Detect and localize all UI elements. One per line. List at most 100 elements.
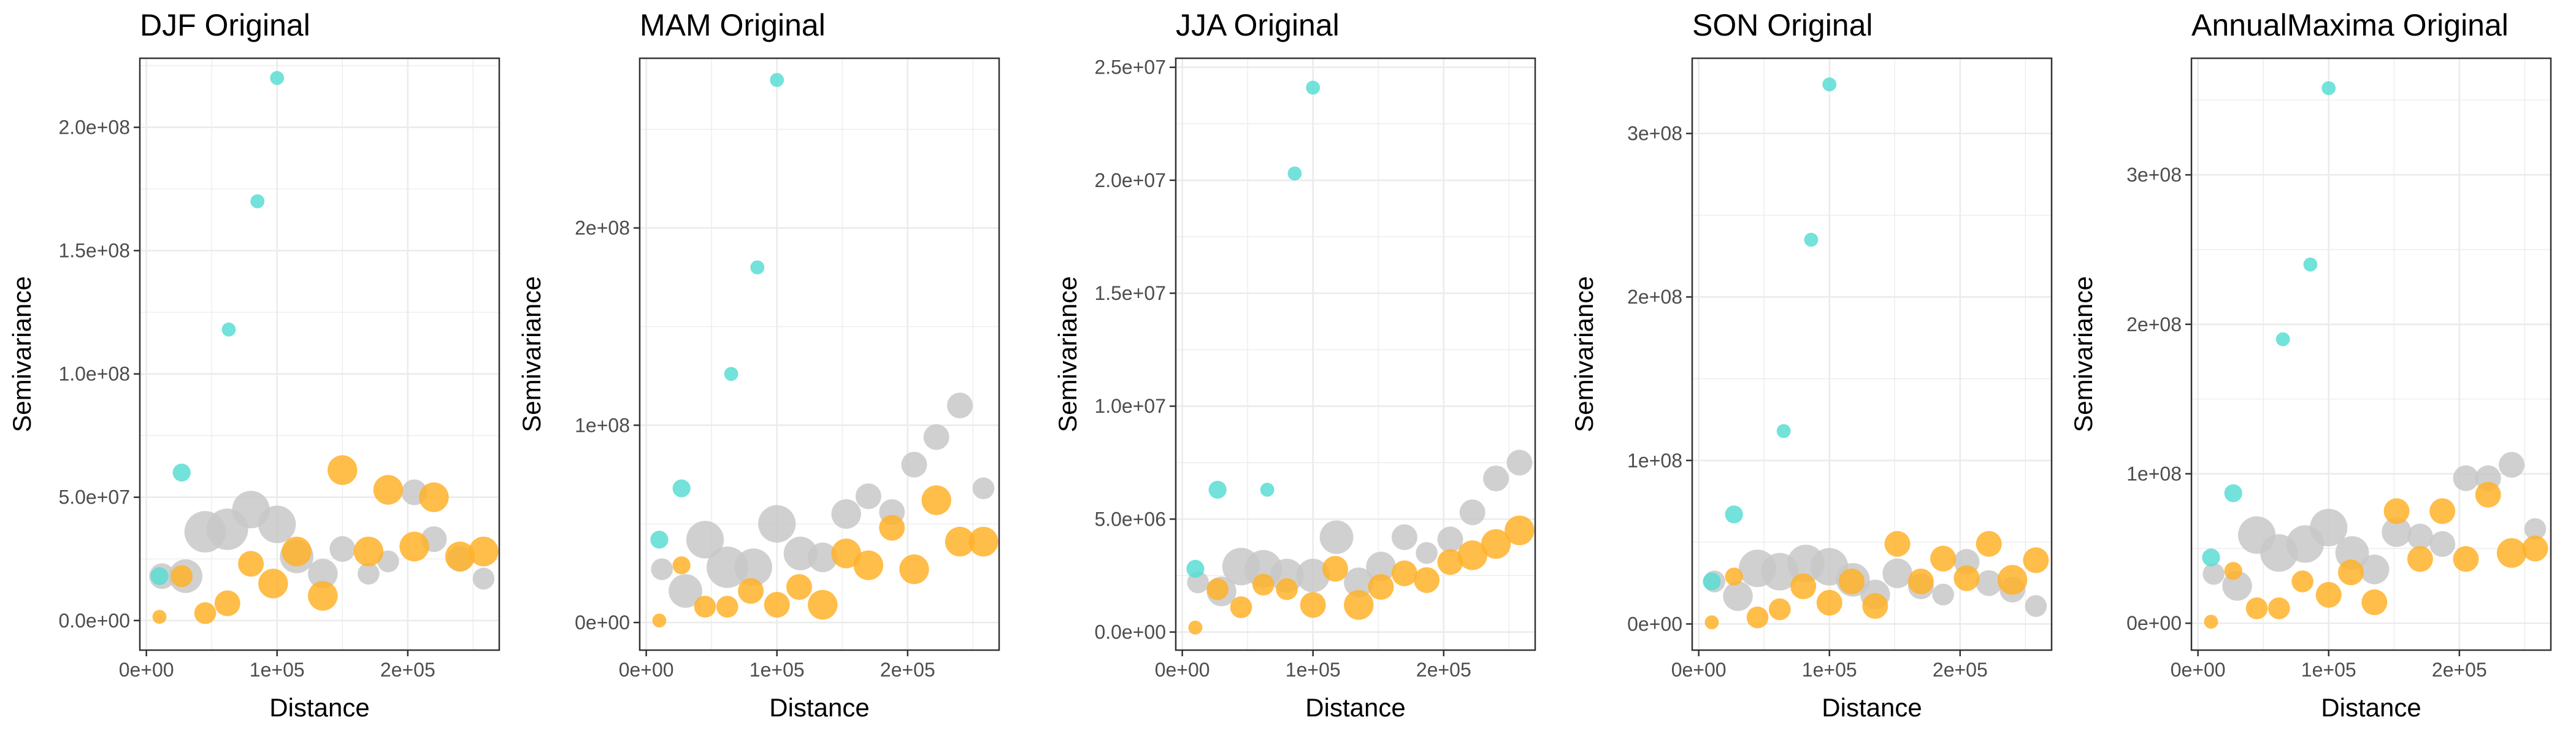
data-point — [947, 393, 973, 419]
data-point — [1703, 572, 1721, 591]
y-tick-label: 1.0e+07 — [1094, 395, 1166, 417]
data-point — [238, 551, 264, 577]
data-point — [2025, 595, 2047, 617]
x-tick-label: 0e+00 — [2171, 659, 2226, 681]
data-point — [1459, 499, 1485, 526]
data-point — [1804, 232, 1819, 247]
data-point — [1206, 578, 1229, 600]
data-point — [2275, 332, 2290, 347]
data-point — [1414, 567, 1440, 593]
data-point — [328, 455, 358, 485]
data-point — [2315, 581, 2342, 608]
data-point — [672, 556, 691, 575]
data-point — [2429, 498, 2456, 524]
data-point — [686, 521, 724, 559]
y-tick-label: 0e+00 — [2126, 612, 2182, 634]
x-axis-label: Distance — [769, 693, 869, 722]
data-point — [1882, 558, 1912, 588]
data-point — [1344, 590, 1374, 620]
chart-title: DJF Original — [140, 8, 310, 42]
data-point — [968, 526, 999, 557]
data-point — [445, 542, 475, 572]
data-point — [2524, 518, 2547, 540]
data-point — [1437, 526, 1463, 553]
data-point — [2383, 498, 2410, 524]
data-point — [1322, 556, 1348, 582]
data-point — [2453, 465, 2479, 491]
data-point — [358, 562, 380, 585]
data-point — [1862, 593, 1888, 619]
data-point — [469, 536, 499, 567]
data-point — [1725, 505, 1743, 524]
data-point — [282, 536, 312, 567]
data-point — [1976, 570, 2002, 596]
data-point — [1790, 573, 1817, 600]
y-tick-label: 2.0e+08 — [58, 117, 130, 139]
panel-border — [638, 57, 1000, 651]
y-tick-label: 1.5e+07 — [1094, 282, 1166, 304]
y-tick-label: 0.0e+00 — [58, 610, 130, 632]
y-tick-label: 5.0e+06 — [1094, 508, 1166, 530]
y-tick-label: 1e+08 — [2126, 462, 2182, 485]
chart-panel: 0e+00 1e+05 2e+05 0.0e+00 5.0e+07 1.0e+08 1.5e… — [7, 8, 500, 722]
data-point — [1276, 578, 1298, 600]
data-point — [329, 536, 356, 562]
data-point — [672, 479, 691, 497]
y-tick-label: 0e+00 — [575, 611, 630, 634]
panel-border — [2190, 57, 2552, 651]
data-point — [652, 613, 667, 628]
data-point — [2310, 508, 2348, 546]
data-point — [2429, 531, 2456, 557]
y-axis-label: Semivariance — [517, 276, 546, 432]
x-tick-label: 1e+05 — [1802, 659, 1857, 681]
data-point — [1416, 542, 1438, 564]
x-tick-label: 0e+00 — [119, 659, 174, 681]
data-point — [1296, 559, 1330, 592]
data-point — [1457, 540, 1487, 570]
chart-panel: 0e+00 1e+05 2e+05 0.0e+00 5.0e+06 1.0e+07 1.5e… — [1053, 8, 1536, 722]
data-point — [716, 596, 738, 618]
data-point — [1997, 565, 2028, 595]
data-point — [1704, 615, 1719, 630]
y-axis-label: Semivariance — [7, 276, 36, 432]
x-tick-label: 1e+05 — [749, 659, 805, 681]
x-tick-label: 2e+05 — [380, 659, 435, 681]
panel-border — [1691, 57, 2053, 651]
data-point — [1483, 466, 1509, 492]
data-point — [2361, 589, 2388, 616]
data-point — [651, 558, 673, 580]
data-point — [1768, 598, 1791, 621]
data-point — [669, 574, 702, 608]
data-point — [972, 477, 995, 500]
data-point — [258, 505, 296, 543]
data-point — [250, 194, 265, 209]
data-point — [152, 610, 167, 624]
y-tick-label: 1.0e+08 — [58, 363, 130, 385]
data-point — [808, 542, 838, 573]
data-point — [194, 602, 217, 624]
y-tick-label: 2e+08 — [2126, 313, 2182, 335]
y-tick-label: 1.5e+08 — [58, 240, 130, 262]
data-point — [2023, 547, 2049, 573]
data-point — [1368, 573, 1394, 600]
data-point — [373, 475, 404, 505]
data-point — [945, 526, 975, 557]
data-point — [2522, 535, 2548, 562]
data-point — [1437, 549, 1463, 575]
data-point — [2267, 597, 2290, 619]
data-point — [2453, 546, 2479, 572]
x-tick-label: 1e+05 — [250, 659, 305, 681]
data-point — [855, 483, 881, 510]
data-point — [2335, 536, 2369, 570]
data-point — [1391, 560, 1417, 586]
x-tick-label: 0e+00 — [1155, 659, 1210, 681]
data-point — [2245, 597, 2268, 619]
data-point — [1481, 529, 1511, 559]
data-point — [734, 548, 772, 586]
data-point — [1822, 77, 1837, 92]
x-tick-label: 0e+00 — [1671, 659, 1727, 681]
data-point — [1776, 424, 1791, 439]
data-point — [1976, 531, 2002, 557]
data-point — [2499, 451, 2525, 478]
data-point — [1208, 480, 1227, 499]
